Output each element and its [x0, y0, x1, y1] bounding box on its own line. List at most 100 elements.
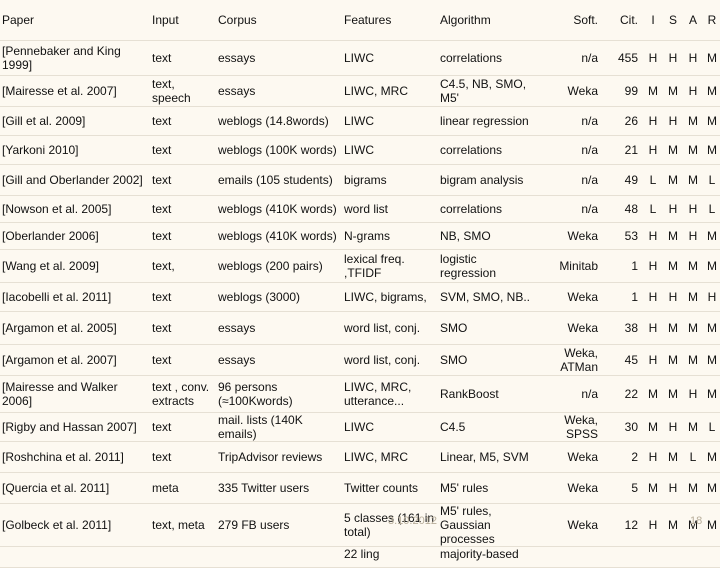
cell-paper: [Yarkoni 2010]: [0, 135, 150, 165]
cell-r: M: [704, 503, 720, 547]
cell-i: H: [642, 135, 664, 165]
cell-algorithm: NB, SMO: [438, 222, 530, 250]
cell-soft: Weka, ATMan: [530, 344, 604, 376]
cell-s: M: [664, 222, 682, 250]
cell-input: text: [150, 311, 216, 345]
cell-a: M: [682, 282, 704, 312]
cell-i: H: [642, 441, 664, 473]
cell-a: H: [682, 375, 704, 413]
cell-features: Twitter counts: [342, 472, 438, 504]
cell-s: M: [664, 311, 682, 345]
cell-soft: n/a: [530, 135, 604, 165]
cell-features: LIWC, MRC: [342, 75, 438, 107]
cell-a: M: [682, 164, 704, 196]
cell-features: word list: [342, 195, 438, 223]
table-row: [Gill et al. 2009] text weblogs (14.8words…: [0, 106, 720, 136]
cell-a: L: [682, 441, 704, 473]
cell-algorithm: majority-based: [438, 546, 530, 568]
cell-s: H: [664, 40, 682, 76]
header-paper: Paper: [0, 0, 150, 41]
cell-s: [664, 546, 682, 568]
cell-a: H: [682, 222, 704, 250]
cell-cit: 455: [604, 40, 642, 76]
cell-features: LIWC: [342, 106, 438, 136]
cell-s: H: [664, 412, 682, 442]
cell-soft: n/a: [530, 106, 604, 136]
cell-features: LIWC: [342, 40, 438, 76]
cell-cit: 49: [604, 164, 642, 196]
cell-corpus: weblogs (100K words): [216, 135, 342, 165]
header-cit: Cit.: [604, 0, 642, 41]
table-row: [Pennebaker and King 1999] text essays LIWC…: [0, 40, 720, 76]
cell-features: N-grams: [342, 222, 438, 250]
cell-cit: 5: [604, 472, 642, 504]
cell-paper: [Rigby and Hassan 2007]: [0, 412, 150, 442]
cell-r: M: [704, 375, 720, 413]
table-row-partial: 22 ling majority-based: [0, 546, 720, 568]
cell-soft: Minitab: [530, 249, 604, 283]
table-body: [Pennebaker and King 1999] text essays LIWC…: [0, 40, 720, 568]
cell-input: text,: [150, 249, 216, 283]
cell-cit: 1: [604, 282, 642, 312]
cell-s: M: [664, 164, 682, 196]
cell-corpus: [216, 546, 342, 568]
cell-algorithm: linear regression: [438, 106, 530, 136]
cell-r: M: [704, 40, 720, 76]
cell-corpus: weblogs (410K words): [216, 195, 342, 223]
cell-corpus: weblogs (3000): [216, 282, 342, 312]
cell-paper: [Mairesse and Walker 2006]: [0, 375, 150, 413]
cell-corpus: 279 FB users: [216, 503, 342, 547]
table-row: [Nowson et al. 2005] text weblogs (410K wo…: [0, 195, 720, 223]
header-features: Features: [342, 0, 438, 41]
cell-soft: Weka, SPSS: [530, 412, 604, 442]
cell-input: text, speech: [150, 75, 216, 107]
cell-corpus: TripAdvisor reviews: [216, 441, 342, 473]
cell-i: [642, 546, 664, 568]
cell-s: H: [664, 282, 682, 312]
cell-soft: n/a: [530, 375, 604, 413]
cell-soft: Weka: [530, 75, 604, 107]
cell-i: H: [642, 503, 664, 547]
cell-paper: [Golbeck et al. 2011]: [0, 503, 150, 547]
header-i: I: [642, 0, 664, 41]
cell-cit: 26: [604, 106, 642, 136]
cell-soft: Weka: [530, 503, 604, 547]
cell-features: lexical freq. ,TFIDF: [342, 249, 438, 283]
header-algorithm: Algorithm: [438, 0, 530, 41]
cell-features: word list, conj.: [342, 311, 438, 345]
cell-a: M: [682, 135, 704, 165]
cell-input: text: [150, 195, 216, 223]
page-number: 18: [690, 515, 703, 527]
cell-a: H: [682, 40, 704, 76]
cell-input: text: [150, 164, 216, 196]
header-r: R: [704, 0, 720, 41]
cell-r: L: [704, 195, 720, 223]
cell-i: L: [642, 164, 664, 196]
table-row: [Argamon et al. 2005] text essays word list…: [0, 311, 720, 345]
cell-soft: [530, 546, 604, 568]
cell-algorithm: correlations: [438, 135, 530, 165]
cell-features: LIWC, bigrams,: [342, 282, 438, 312]
table-row: [Mairesse and Walker 2006] text , conv. e…: [0, 375, 720, 413]
cell-r: M: [704, 135, 720, 165]
cell-cit: [604, 546, 642, 568]
cell-input: meta: [150, 472, 216, 504]
header-input: Input: [150, 0, 216, 41]
cell-algorithm: C4.5: [438, 412, 530, 442]
header-a: A: [682, 0, 704, 41]
cell-cit: 30: [604, 412, 642, 442]
cell-r: M: [704, 441, 720, 473]
cell-a: H: [682, 195, 704, 223]
cell-corpus: emails (105 students): [216, 164, 342, 196]
cell-paper: [Gill and Oberlander 2002]: [0, 164, 150, 196]
cell-paper: [Iacobelli et al. 2011]: [0, 282, 150, 312]
cell-i: L: [642, 195, 664, 223]
cell-cit: 22: [604, 375, 642, 413]
cell-input: text: [150, 344, 216, 376]
cell-s: M: [664, 249, 682, 283]
cell-algorithm: correlations: [438, 195, 530, 223]
cell-i: H: [642, 282, 664, 312]
cell-r: M: [704, 75, 720, 107]
cell-corpus: essays: [216, 75, 342, 107]
